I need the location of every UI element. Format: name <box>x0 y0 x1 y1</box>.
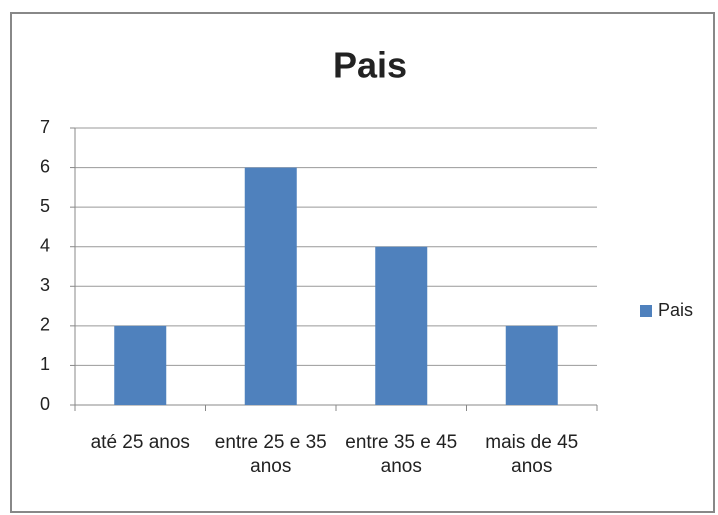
y-tick-label: 3 <box>40 275 50 295</box>
y-tick-label: 4 <box>40 235 50 255</box>
bar <box>244 167 297 405</box>
y-tick-label: 6 <box>40 156 50 176</box>
bar <box>375 246 428 405</box>
legend-swatch <box>640 305 652 317</box>
bar <box>505 325 558 405</box>
x-tick-label: entre 25 e 35 anos <box>214 432 327 477</box>
x-tick-label: até 25 anos <box>90 432 190 453</box>
chart-title: Pais <box>333 45 407 86</box>
x-tick-label: entre 35 e 45 anos <box>345 432 458 477</box>
y-tick-label: 7 <box>40 117 50 137</box>
y-tick-label: 1 <box>40 354 50 374</box>
y-tick-label: 5 <box>40 196 50 216</box>
y-tick-label: 0 <box>40 394 50 414</box>
bar <box>114 325 167 405</box>
frame <box>10 12 715 513</box>
x-tick-label: mais de 45 anos <box>485 432 579 477</box>
legend-label: Pais <box>658 300 693 320</box>
y-tick-label: 2 <box>40 315 50 335</box>
